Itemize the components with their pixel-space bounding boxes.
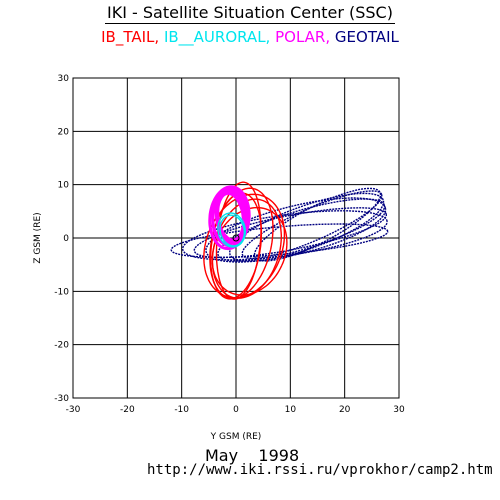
x-tick-label: -20	[120, 405, 135, 415]
orbit-loop	[217, 212, 247, 248]
legend: IB_TAIL, IB__AURORAL, POLAR, GEOTAIL	[0, 28, 500, 46]
chart-title-text: IKI - Satellite Situation Center (SSC)	[105, 3, 395, 24]
x-tick-labels: -30 -20 -10 0 10 20 30	[66, 405, 405, 415]
y-tick-labels: 30 20 10 0 -10 -20 -30	[54, 74, 69, 404]
legend-ib-tail: IB_TAIL,	[101, 28, 160, 46]
series-ib-auroral	[217, 212, 247, 248]
legend-polar: POLAR,	[275, 28, 331, 46]
orbit-loop	[193, 207, 387, 259]
x-tick-label: -30	[66, 405, 81, 415]
x-axis-label: Y GSM (RE)	[210, 432, 262, 442]
y-tick-label: -20	[54, 341, 69, 351]
orbit-loop	[228, 192, 385, 262]
y-tick-label: 20	[58, 127, 70, 137]
orbit-loop	[241, 190, 383, 260]
earth-icon	[232, 234, 240, 242]
orbit-loop	[203, 193, 286, 299]
y-tick-label: -10	[54, 287, 69, 297]
orbit-loop	[253, 187, 382, 262]
x-tick-label: 0	[233, 405, 239, 415]
x-tick-label: -10	[174, 405, 189, 415]
x-tick-label: 10	[285, 405, 297, 415]
orbit-series	[170, 181, 389, 300]
y-tick-label: -30	[54, 394, 69, 404]
series-geotail	[170, 187, 389, 263]
orbit-loop	[205, 197, 387, 263]
orbit-loop	[219, 214, 246, 247]
orbit-loop	[217, 198, 386, 262]
earth-marker	[232, 234, 240, 242]
orbit-loop	[170, 223, 389, 258]
y-tick-label: 0	[63, 234, 69, 244]
source-url: http://www.iki.rssi.ru/vprokhor/camp2.ht…	[147, 462, 493, 478]
legend-geotail: GEOTAIL	[334, 28, 399, 46]
legend-ib-auroral: IB__AURORAL,	[163, 28, 271, 46]
y-axis-label: Z GSM (RE)	[33, 212, 43, 263]
x-tick-label: 20	[339, 405, 351, 415]
plot-frame	[72, 77, 400, 399]
x-tick-label: 30	[393, 405, 405, 415]
chart-title: IKI - Satellite Situation Center (SSC)	[0, 3, 500, 24]
orbit-loop	[181, 210, 388, 261]
y-tick-label: 10	[58, 181, 70, 191]
y-tick-label: 30	[58, 74, 70, 84]
date-label: May 1998	[205, 446, 300, 465]
